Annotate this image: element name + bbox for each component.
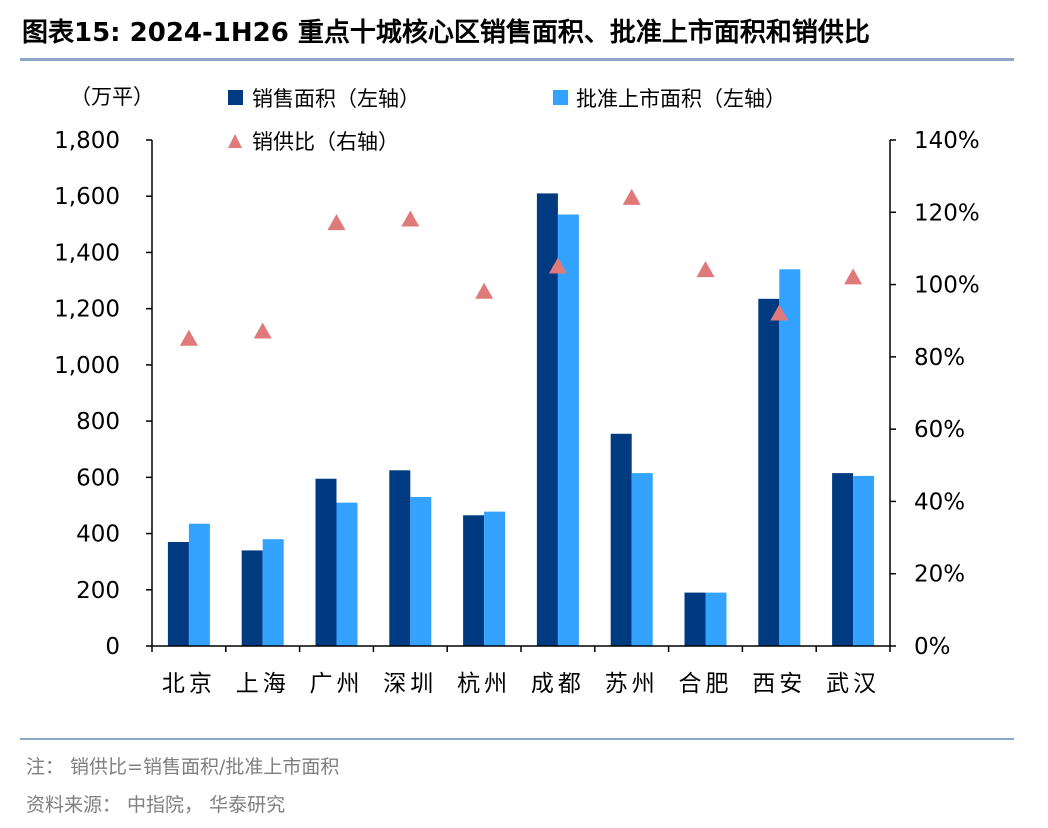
chart: （万平） 销售面积（左轴） 批准上市面积（左轴） 销供比（右轴） 0 200 400… <box>54 85 980 697</box>
supply-bar <box>779 269 801 646</box>
legend-swatch-sales <box>228 90 243 105</box>
x-axis-category-label: 武汉 <box>826 671 880 697</box>
x-axis-category-label: 成都 <box>531 671 585 697</box>
sales-bar <box>832 473 854 646</box>
ratio-marker <box>475 282 494 299</box>
supply-bar <box>557 214 579 646</box>
sales-bar <box>536 193 558 646</box>
left-axis-tick-label: 1,000 <box>54 353 120 379</box>
supply-bar <box>262 539 284 646</box>
right-axis-tick-label: 100% <box>914 273 980 299</box>
right-axis-tick-label: 40% <box>914 489 965 515</box>
left-axis-tick-label: 600 <box>76 465 120 491</box>
sales-bar <box>167 541 189 646</box>
footer-divider <box>20 738 1014 740</box>
x-axis-category-label: 北京 <box>162 671 216 697</box>
ratio-marker <box>327 214 346 231</box>
left-axis-tick-label: 0 <box>105 634 120 660</box>
supply-bar <box>705 592 727 646</box>
x-axis-category-label: 合肥 <box>679 671 733 697</box>
sales-bar <box>758 298 780 646</box>
ratio-marker <box>622 188 641 205</box>
legend-label-sales: 销售面积（左轴） <box>252 87 420 111</box>
sales-bar <box>241 550 263 646</box>
supply-bar <box>484 511 506 646</box>
left-axis-tick-label: 1,600 <box>54 184 120 210</box>
right-axis-tick-label: 20% <box>914 562 965 588</box>
right-axis: 0% 20% 40% 60% 80% 100% 120% 140% <box>889 128 980 660</box>
title-divider <box>20 58 1014 61</box>
right-axis-tick-label: 0% <box>914 634 951 660</box>
supply-bar <box>631 473 653 646</box>
right-axis-tick-label: 120% <box>914 200 980 226</box>
ratio-marker <box>770 304 789 321</box>
ratio-marker <box>179 329 198 346</box>
left-axis-tick-label: 800 <box>76 409 120 435</box>
left-axis-unit-label: （万平） <box>70 85 154 109</box>
right-axis-tick-label: 60% <box>914 417 965 443</box>
supply-bar <box>410 497 432 646</box>
x-axis-category-label: 杭州 <box>457 671 511 697</box>
x-axis-category-label: 上海 <box>236 671 290 697</box>
left-axis: 0 200 400 600 800 1,000 1,200 1,400 1,600 1,800 <box>54 128 153 660</box>
sales-bar <box>684 592 706 646</box>
chart-title: 图表15: 2024-1H26 重点十城核心区销售面积、批准上市面积和销供比 <box>22 18 870 48</box>
x-axis-category-label: 广州 <box>310 671 364 697</box>
legend-label-ratio: 销供比（右轴） <box>252 130 399 154</box>
legend-swatch-supply <box>553 90 568 105</box>
left-axis-tick-label: 1,200 <box>54 297 120 323</box>
supply-bar <box>336 502 358 646</box>
sales-bar <box>315 478 337 646</box>
right-axis-tick-label: 140% <box>914 128 980 154</box>
left-axis-tick-label: 400 <box>76 522 120 548</box>
supply-bar <box>188 523 210 646</box>
footnote-note: 注： 销供比=销售面积/批准上市面积 <box>26 756 340 778</box>
sales-bar <box>463 515 485 646</box>
footnote-source: 资料来源： 中指院， 华泰研究 <box>26 794 286 816</box>
right-axis-tick-label: 80% <box>914 345 965 371</box>
left-axis-tick-label: 1,800 <box>54 128 120 154</box>
x-axis-category-label: 西安 <box>752 671 806 697</box>
legend: 销售面积（左轴） 批准上市面积（左轴） 销供比（右轴） <box>228 87 786 154</box>
x-axis-category-label: 苏州 <box>605 671 659 697</box>
left-axis-tick-label: 1,400 <box>54 240 120 266</box>
sales-bar <box>610 433 632 646</box>
ratio-marker <box>253 322 272 339</box>
legend-marker-ratio <box>228 134 242 148</box>
bars <box>167 193 875 646</box>
x-axis-category-label: 深圳 <box>383 671 437 697</box>
x-axis: 北京 上海 广州 深圳 杭州 成都 苏州 合肥 西安 武汉 <box>151 645 891 697</box>
sales-bar <box>389 470 411 646</box>
supply-bar <box>853 475 875 646</box>
ratio-marker <box>401 210 420 227</box>
ratio-marker <box>844 268 863 285</box>
ratio-marker <box>548 257 567 274</box>
ratio-markers <box>179 188 863 346</box>
left-axis-tick-label: 200 <box>76 578 120 604</box>
ratio-marker <box>696 261 715 278</box>
legend-label-supply: 批准上市面积（左轴） <box>576 87 786 111</box>
